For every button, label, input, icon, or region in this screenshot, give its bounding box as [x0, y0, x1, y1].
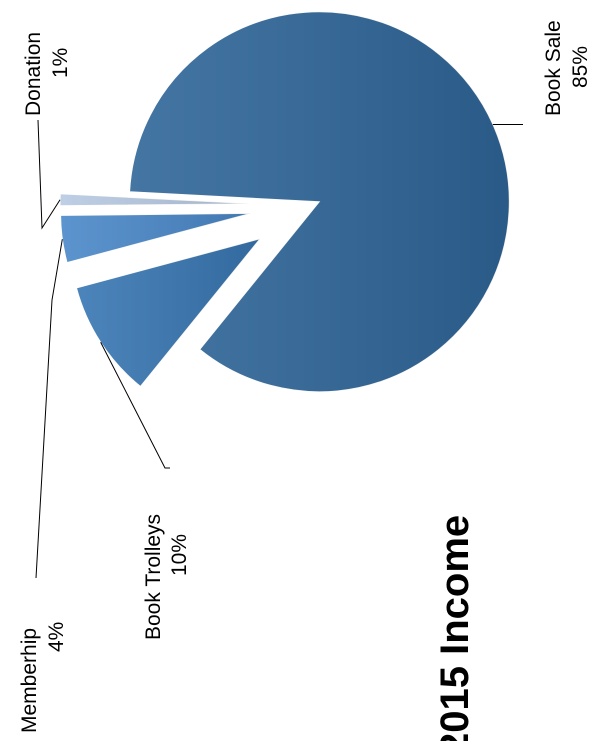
slice-label-donation: Donation	[22, 32, 45, 116]
pie-slice-shading	[60, 193, 251, 206]
slice-value-memberhip: 4%	[45, 622, 68, 652]
leader-line-donation	[37, 119, 61, 230]
leader-line-memberhip	[35, 239, 63, 579]
chart-title: 2015 Income	[433, 515, 477, 741]
pie-slice-shading	[60, 213, 251, 263]
slice-value-book-sale: 85%	[569, 46, 592, 88]
leader-line-book-trolleys	[100, 342, 170, 469]
slice-label-book-sale: Book Sale	[542, 20, 565, 116]
slice-value-donation: 1%	[49, 48, 72, 78]
slice-value-book-trolleys: 10%	[168, 534, 191, 576]
slice-label-memberhip: Memberhip	[18, 628, 41, 733]
pie-slice-shading	[76, 238, 261, 387]
slice-label-book-trolleys: Book Trolleys	[142, 514, 165, 640]
pie-slice-shading	[129, 11, 510, 392]
